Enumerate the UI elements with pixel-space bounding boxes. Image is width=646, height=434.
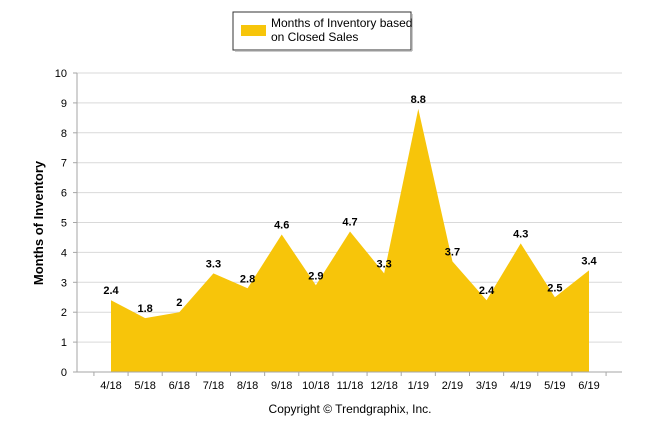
y-tick-label-0: 0 [61, 367, 67, 379]
y-tick-label-8: 8 [61, 128, 67, 140]
legend: Months of Inventory based on Closed Sale… [232, 11, 413, 52]
x-tick-label-7/18: 7/18 [203, 380, 224, 392]
x-tick-label-4/18: 4/18 [100, 380, 121, 392]
y-axis-title: Months of Inventory [31, 160, 46, 285]
x-tick-label-10/18: 10/18 [302, 380, 330, 392]
data-label-6/19: 3.4 [581, 255, 597, 267]
y-tick-label-1: 1 [61, 337, 67, 349]
data-label-8/18: 2.8 [240, 273, 255, 285]
copyright-text: Copyright © Trendgraphix, Inc. [269, 402, 432, 416]
x-tick-label-5/19: 5/19 [544, 380, 565, 392]
data-label-5/19: 2.5 [547, 282, 562, 294]
data-label-2/19: 3.7 [445, 246, 460, 258]
x-tick-label-1/19: 1/19 [408, 380, 429, 392]
y-tick-label-3: 3 [61, 277, 67, 289]
data-label-9/18: 4.6 [274, 219, 289, 231]
x-tick-label-6/19: 6/19 [578, 380, 599, 392]
legend-label-line-2: on Closed Sales [271, 30, 358, 44]
data-label-4/19: 4.3 [513, 228, 528, 240]
data-label-1/19: 8.8 [411, 94, 426, 106]
y-tick-label-4: 4 [61, 247, 67, 259]
data-label-12/18: 3.3 [376, 258, 391, 270]
data-label-6/18: 2 [176, 297, 182, 309]
data-label-11/18: 4.7 [342, 216, 357, 228]
y-tick-labels: 0 1 2 3 4 5 6 7 8 9 10 [55, 68, 67, 379]
y-tick-label-6: 6 [61, 188, 67, 200]
x-tick-label-8/18: 8/18 [237, 380, 258, 392]
y-tick-label-7: 7 [61, 158, 67, 170]
y-tick-label-10: 10 [55, 68, 67, 80]
x-tick-label-12/18: 12/18 [370, 380, 398, 392]
legend-swatch [241, 25, 266, 36]
data-labels: 2.4 1.8 2 3.3 2.8 4.6 2.9 4.7 3.3 8.8 3.7 2.4 4.3 2.5… [103, 94, 597, 315]
data-label-5/18: 1.8 [137, 303, 152, 315]
x-tick-label-2/19: 2/19 [442, 380, 463, 392]
x-tick-labels: 4/18 5/18 6/18 7/18 8/18 9/18 10/18 11/18 12/18 1… [100, 380, 599, 392]
x-tick-label-11/18: 11/18 [337, 380, 364, 392]
x-tick-label-3/19: 3/19 [476, 380, 497, 392]
y-tick-label-5: 5 [61, 218, 67, 230]
data-label-10/18: 2.9 [308, 270, 323, 282]
x-tick-label-4/19: 4/19 [510, 380, 531, 392]
x-tick-label-5/18: 5/18 [134, 380, 155, 392]
series-area [111, 108, 589, 372]
y-tick-label-9: 9 [61, 98, 67, 110]
data-label-3/19: 2.4 [479, 285, 495, 297]
x-tick-label-6/18: 6/18 [169, 380, 190, 392]
data-label-7/18: 3.3 [206, 258, 221, 270]
y-tick-label-2: 2 [61, 307, 67, 319]
legend-label-line-1: Months of Inventory based [271, 16, 412, 30]
axes [73, 72, 622, 376]
x-tick-label-9/18: 9/18 [271, 380, 292, 392]
data-label-4/18: 2.4 [103, 285, 119, 297]
